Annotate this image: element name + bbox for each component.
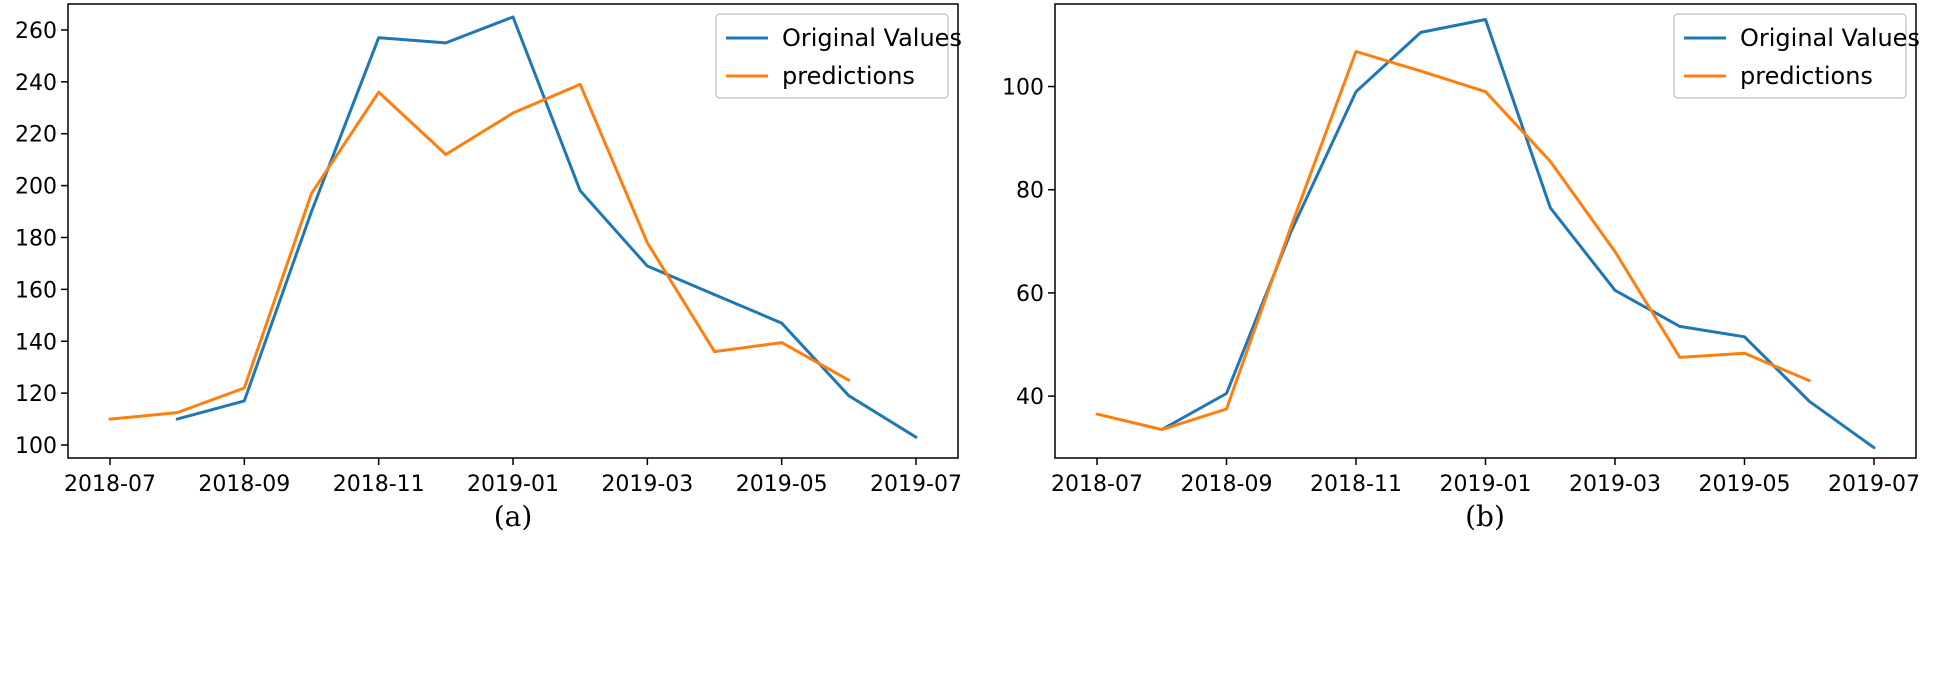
y-tick-label: 180 bbox=[15, 226, 57, 251]
legend-label: predictions bbox=[1740, 62, 1873, 90]
y-tick-label: 60 bbox=[1016, 282, 1044, 307]
legend-label: Original Values bbox=[782, 24, 962, 52]
series-line-original-values bbox=[175, 15, 918, 439]
legend-label: predictions bbox=[782, 62, 915, 90]
y-tick-label: 40 bbox=[1016, 385, 1044, 410]
y-tick-label: 260 bbox=[15, 19, 57, 44]
series-line-predictions bbox=[108, 82, 851, 421]
x-tick-label: 2018-09 bbox=[198, 472, 290, 497]
legend: Original Values predictions bbox=[1673, 13, 1920, 99]
chart-panel-a: 100 120 140 160 180 200 220 240 260 2018-07 2018-0… bbox=[15, 3, 962, 533]
y-tick-label: 240 bbox=[15, 71, 57, 96]
y-tick-label: 220 bbox=[15, 123, 57, 148]
y-tick-label: 80 bbox=[1016, 179, 1044, 204]
x-tick-label: 2018-11 bbox=[333, 472, 425, 497]
x-tick-label: 2019-05 bbox=[736, 472, 828, 497]
x-tick-label: 2018-09 bbox=[1181, 472, 1273, 497]
x-tick-label: 2019-01 bbox=[467, 472, 559, 497]
y-tick-label: 200 bbox=[15, 175, 57, 200]
x-tick-label: 2019-07 bbox=[870, 472, 962, 497]
x-tick-label: 2019-01 bbox=[1440, 472, 1532, 497]
y-tick-label: 100 bbox=[1002, 76, 1044, 101]
x-tick-label: 2019-07 bbox=[1828, 472, 1920, 497]
x-tick-label: 2018-07 bbox=[1051, 472, 1143, 497]
y-tick-label: 140 bbox=[15, 330, 57, 355]
x-tick-label: 2019-03 bbox=[1569, 472, 1661, 497]
y-tick-label: 120 bbox=[15, 382, 57, 407]
legend-box bbox=[715, 13, 949, 99]
panel-caption: (a) bbox=[494, 500, 533, 533]
series-line-predictions bbox=[1095, 50, 1811, 432]
y-tick-label: 160 bbox=[15, 278, 57, 303]
chart-panel-b: 40 60 80 100 2018-07 2018-09 2018-11 2019-01 201… bbox=[1002, 3, 1920, 533]
panel-caption: (b) bbox=[1465, 500, 1505, 533]
legend-box bbox=[1673, 13, 1907, 99]
legend-label: Original Values bbox=[1740, 24, 1920, 52]
x-tick-label: 2018-11 bbox=[1310, 472, 1402, 497]
x-tick-label: 2018-07 bbox=[64, 472, 156, 497]
legend: Original Values predictions bbox=[715, 13, 962, 99]
x-tick-label: 2019-05 bbox=[1699, 472, 1791, 497]
x-tick-label: 2019-03 bbox=[601, 472, 693, 497]
y-tick-label: 100 bbox=[15, 434, 57, 459]
